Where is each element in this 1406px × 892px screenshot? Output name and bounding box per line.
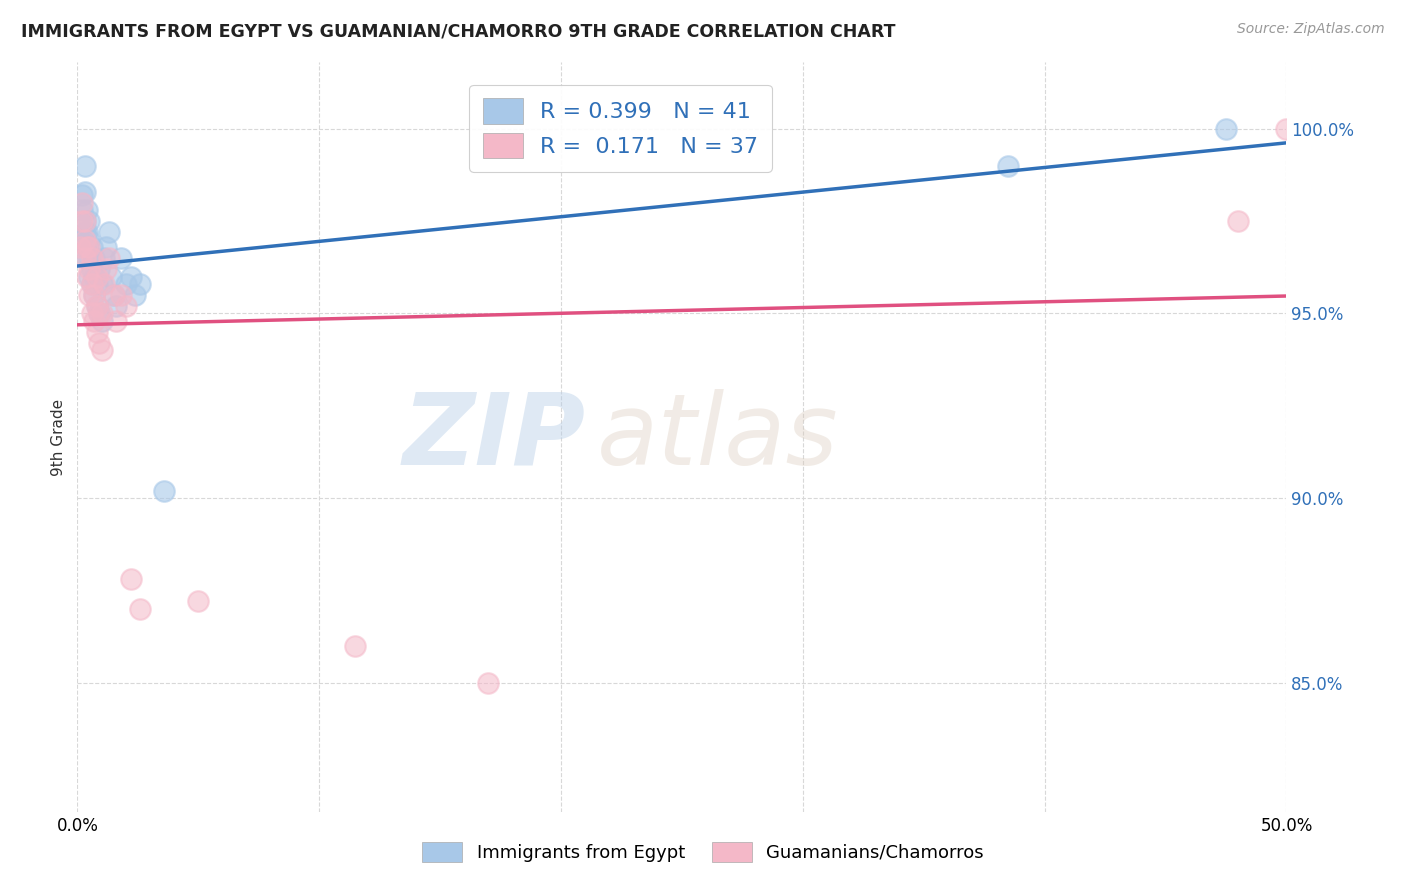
Point	[86, 325, 108, 339]
Point	[76, 251, 98, 265]
Text: atlas: atlas	[598, 389, 839, 485]
Point	[80, 277, 103, 291]
Point	[97, 251, 120, 265]
Point	[79, 262, 101, 277]
Point	[110, 251, 132, 265]
Point	[73, 159, 96, 173]
Point	[96, 240, 118, 254]
Point	[83, 288, 105, 302]
Point	[79, 240, 101, 254]
Point	[70, 195, 93, 210]
Point	[114, 277, 136, 291]
Point	[79, 233, 101, 247]
Point	[80, 306, 103, 320]
Point	[76, 269, 98, 284]
Point	[79, 214, 101, 228]
Point	[120, 572, 142, 586]
Point	[73, 214, 96, 228]
Point	[76, 203, 98, 218]
Point	[90, 314, 112, 328]
Point	[87, 335, 110, 350]
Point	[86, 299, 108, 313]
Point	[103, 288, 125, 302]
Legend: Immigrants from Egypt, Guamanians/Chamorros: Immigrants from Egypt, Guamanians/Chamor…	[415, 834, 991, 870]
Point	[83, 269, 105, 284]
Point	[83, 288, 105, 302]
Point	[76, 225, 98, 239]
Point	[997, 159, 1019, 173]
Point	[87, 262, 110, 277]
Point	[86, 277, 108, 291]
Point	[114, 299, 136, 313]
Point	[87, 306, 110, 320]
Point	[100, 269, 122, 284]
Point	[70, 203, 93, 218]
Point	[187, 594, 209, 608]
Text: ZIP: ZIP	[402, 389, 585, 485]
Legend: R = 0.399   N = 41, R =  0.171   N = 37: R = 0.399 N = 41, R = 0.171 N = 37	[470, 85, 772, 171]
Point	[70, 214, 93, 228]
Point	[90, 343, 112, 358]
Point	[1275, 121, 1298, 136]
Y-axis label: 9th Grade: 9th Grade	[51, 399, 66, 475]
Point	[120, 269, 142, 284]
Point	[96, 262, 118, 277]
Point	[73, 251, 96, 265]
Point	[153, 483, 176, 498]
Point	[87, 306, 110, 320]
Point	[83, 314, 105, 328]
Point	[86, 269, 108, 284]
Point	[80, 240, 103, 254]
Text: IMMIGRANTS FROM EGYPT VS GUAMANIAN/CHAMORRO 9TH GRADE CORRELATION CHART: IMMIGRANTS FROM EGYPT VS GUAMANIAN/CHAMO…	[21, 22, 896, 40]
Point	[1215, 121, 1237, 136]
Point	[69, 240, 91, 254]
Point	[105, 299, 128, 313]
Point	[70, 188, 93, 202]
Point	[129, 601, 152, 615]
Point	[79, 269, 101, 284]
Point	[86, 299, 108, 313]
Point	[80, 251, 103, 265]
Point	[93, 277, 115, 291]
Point	[73, 225, 96, 239]
Text: Source: ZipAtlas.com: Source: ZipAtlas.com	[1237, 22, 1385, 37]
Point	[73, 233, 96, 247]
Point	[90, 277, 112, 291]
Point	[83, 251, 105, 265]
Point	[477, 675, 499, 690]
Point	[80, 277, 103, 291]
Point	[93, 251, 115, 265]
Point	[110, 288, 132, 302]
Point	[79, 288, 101, 302]
Point	[80, 262, 103, 277]
Point	[97, 225, 120, 239]
Point	[69, 233, 91, 247]
Point	[73, 185, 96, 199]
Point	[124, 288, 146, 302]
Point	[129, 277, 152, 291]
Point	[103, 288, 125, 302]
Point	[73, 214, 96, 228]
Point	[76, 240, 98, 254]
Point	[344, 639, 367, 653]
Point	[79, 251, 101, 265]
Point	[105, 314, 128, 328]
Point	[1227, 214, 1250, 228]
Point	[90, 306, 112, 320]
Point	[76, 240, 98, 254]
